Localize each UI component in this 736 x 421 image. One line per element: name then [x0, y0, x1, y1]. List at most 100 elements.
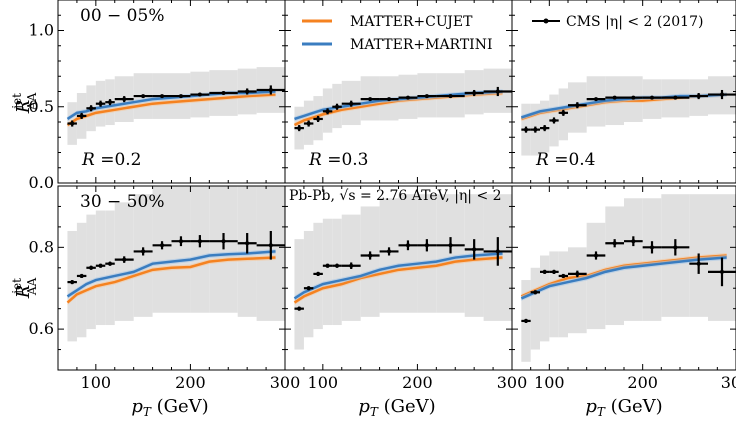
cms-point — [696, 261, 701, 266]
cms-point — [524, 127, 528, 132]
xtick-label: 200 — [175, 373, 206, 392]
r-label-value: =0.3 — [322, 150, 369, 170]
ytick-label: 0.6 — [29, 319, 54, 338]
xtick-label: 100 — [308, 373, 339, 392]
cms-point — [650, 95, 654, 100]
cms-point — [70, 280, 75, 285]
cms-point — [650, 245, 654, 250]
cms-point — [575, 103, 580, 108]
xlabel-2-unit: (GeV) — [378, 396, 436, 417]
cms-sys-box — [549, 251, 559, 338]
xlabel-1-unit: (GeV) — [151, 396, 209, 417]
cms-point — [594, 97, 598, 102]
cujet-line — [293, 256, 503, 304]
cms-point — [160, 94, 165, 99]
cujet-band — [67, 255, 276, 305]
cms-point — [108, 261, 113, 266]
ylabel-sub-top: AA — [25, 92, 39, 111]
cms-sys-box — [322, 218, 333, 326]
xlabel-3-unit: (GeV) — [605, 396, 663, 417]
panel-plot-area — [293, 68, 512, 150]
xlabel-2: pT (GeV) — [358, 396, 435, 419]
cms-point — [542, 269, 547, 274]
panel-r1-c0: 100 200 300 0.6 0.8 30 − 50% — [29, 185, 301, 392]
cms-point — [472, 247, 477, 252]
cms-point — [306, 286, 311, 291]
cms-point — [245, 241, 250, 246]
ylabel-sup-bottom: jet — [10, 278, 24, 296]
cms-point — [561, 110, 566, 115]
ytick-label: 0.5 — [29, 97, 54, 116]
legend-cujet-label: MATTER+CUJET — [350, 14, 473, 30]
cms-point — [424, 94, 429, 99]
cms-point — [405, 243, 410, 248]
cms-sys-box — [540, 255, 550, 342]
cms-point — [178, 94, 183, 99]
cms-point — [368, 97, 373, 102]
xlabel-2-sub: T — [370, 405, 379, 419]
r-label: R =0.2 — [81, 150, 142, 170]
cms-point — [495, 249, 500, 254]
ylabel-top: RjetAA — [10, 92, 39, 114]
xlabel-1-sub: T — [143, 405, 152, 419]
cms-point — [297, 126, 302, 131]
cms-point — [325, 263, 330, 268]
cms-point — [335, 104, 340, 109]
cms-point — [424, 243, 429, 248]
xtick-label: 300 — [270, 373, 301, 392]
cms-point — [89, 265, 94, 270]
cms-point — [387, 97, 392, 102]
cms-point — [533, 290, 538, 295]
panel-r0-c0: 0.0 0.5 1.0 R =0.2 00 − 05% — [29, 0, 286, 192]
xlabel-3: pT (GeV) — [585, 396, 662, 419]
cms-sys-box — [86, 214, 96, 330]
xlabel-1: pT (GeV) — [131, 396, 208, 419]
cms-point — [349, 263, 354, 268]
xtick-label: 300 — [721, 373, 736, 392]
ytick-label: 1.0 — [29, 21, 54, 40]
cms-point — [98, 101, 103, 106]
cms-sys-box — [332, 218, 342, 326]
cms-point — [98, 263, 103, 268]
martini-line — [520, 93, 727, 119]
cms-point — [197, 239, 202, 244]
cms-point — [160, 243, 165, 248]
cms-point — [696, 94, 701, 99]
xtick-label: 300 — [497, 373, 528, 392]
cms-point — [141, 94, 146, 99]
xtick-label: 200 — [627, 373, 658, 392]
r-label-symbol: R — [535, 150, 549, 170]
cms-point — [575, 271, 580, 276]
cms-point — [448, 94, 453, 99]
legend-cms-marker — [543, 18, 549, 24]
centrality-label: 30 − 50% — [80, 192, 164, 212]
r-label-symbol: R — [308, 150, 322, 170]
cms-sys-box — [436, 194, 465, 313]
cms-sys-box — [568, 247, 587, 334]
ytick-label: 0.8 — [29, 237, 54, 256]
xtick-label: 200 — [402, 373, 433, 392]
cms-point — [594, 253, 598, 258]
cms-point — [561, 273, 566, 278]
cms-point — [325, 109, 330, 114]
cms-sys-box — [190, 186, 210, 313]
r-label: R =0.4 — [535, 150, 596, 170]
cms-point — [268, 243, 273, 248]
cms-point — [720, 269, 724, 274]
cms-point — [197, 92, 202, 97]
cms-point — [524, 318, 528, 323]
cms-sys-box — [171, 186, 191, 313]
cms-point — [221, 239, 226, 244]
r-label: R =0.3 — [308, 150, 369, 170]
cms-point — [405, 95, 410, 100]
cms-sys-box — [642, 198, 662, 321]
cms-sys-box — [105, 210, 115, 326]
cms-point — [720, 92, 724, 97]
cms-point — [552, 269, 556, 274]
cms-point — [79, 273, 84, 278]
cms-point — [79, 113, 84, 118]
legend-models: MATTER+CUJET MATTER+MARTINI — [302, 14, 493, 53]
cms-point — [631, 239, 636, 244]
cms-point — [631, 95, 636, 100]
cms-point — [495, 89, 500, 94]
